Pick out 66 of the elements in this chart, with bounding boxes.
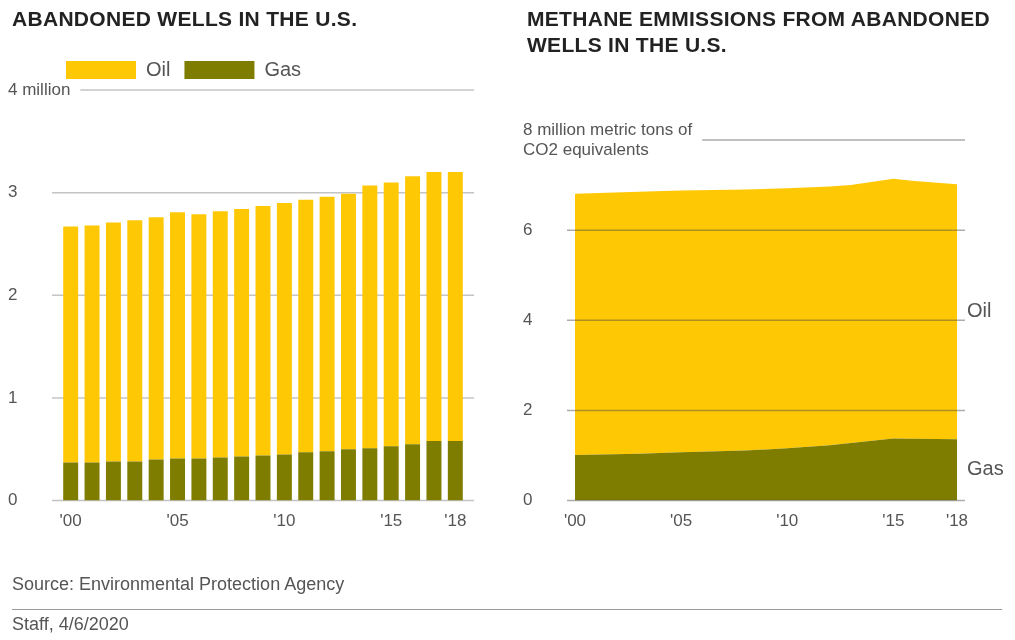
bar [170,458,186,501]
bar [105,222,121,462]
x-tick-label: '05 [670,511,693,531]
bar [127,461,143,501]
x-tick-label: '18 [444,511,467,531]
x-tick-label: '10 [776,511,799,531]
y-tick-label: 6 [523,219,533,239]
source-note: Source: Environmental Protection Agency [12,573,346,596]
bar [234,209,250,457]
bar [383,446,399,501]
x-tick-label: '18 [945,511,969,531]
bar [212,211,228,458]
legend-label: Oil [146,57,171,80]
bar [341,449,356,501]
y-tick-label: 2 [523,400,533,420]
bar [298,452,314,501]
y-tick-label: 4 million [8,79,71,99]
bar [426,441,442,501]
bar [447,441,463,501]
y-tick-label: 8 million metric tons of CO2 equivalents [523,119,693,159]
bar [84,225,100,463]
bar [319,196,335,452]
y-tick-label: 0 [8,490,18,510]
bar [255,455,271,501]
bar [170,212,186,459]
y-tick-label: 0 [523,490,533,510]
y-tick-label: 2 [8,284,18,304]
bar [426,172,442,442]
series-label: Gas [967,457,1004,480]
x-tick-label: '15 [380,511,403,531]
bar [341,193,356,450]
bar [148,459,164,501]
bar [191,458,207,501]
bar [63,462,79,501]
bar [383,182,399,447]
bar [148,217,164,460]
chart-title: ABANDONED WELLS IN THE U.S. [11,6,359,32]
bar [405,176,421,445]
bar [255,206,271,456]
bar [234,456,250,501]
bar [276,454,292,501]
x-tick-label: '00 [563,511,587,531]
bar [362,185,378,449]
bar [127,220,143,462]
x-tick-label: '00 [59,511,82,531]
legend-label: Gas [264,57,302,80]
bar [191,214,207,459]
bar [63,226,79,463]
y-tick-label: 3 [8,182,18,202]
text: Staff, 4/6/2020 [12,609,1002,640]
y-tick-label: 1 [8,387,18,407]
chart-title: METHANE EMMISSIONS FROM ABANDONED WELLS IN THE U.S. [526,6,991,58]
x-tick-label: '05 [166,511,189,531]
bar [212,457,228,501]
bar [319,451,335,501]
bar [298,199,314,453]
bar [362,448,378,501]
x-tick-label: '15 [882,511,905,531]
bar [447,172,463,442]
series-label: Oil [967,299,992,322]
bar [405,444,421,501]
bar [105,461,121,501]
bar [84,462,100,501]
bar [276,202,292,455]
y-tick-label: 4 [523,309,533,329]
x-tick-label: '10 [273,511,296,531]
